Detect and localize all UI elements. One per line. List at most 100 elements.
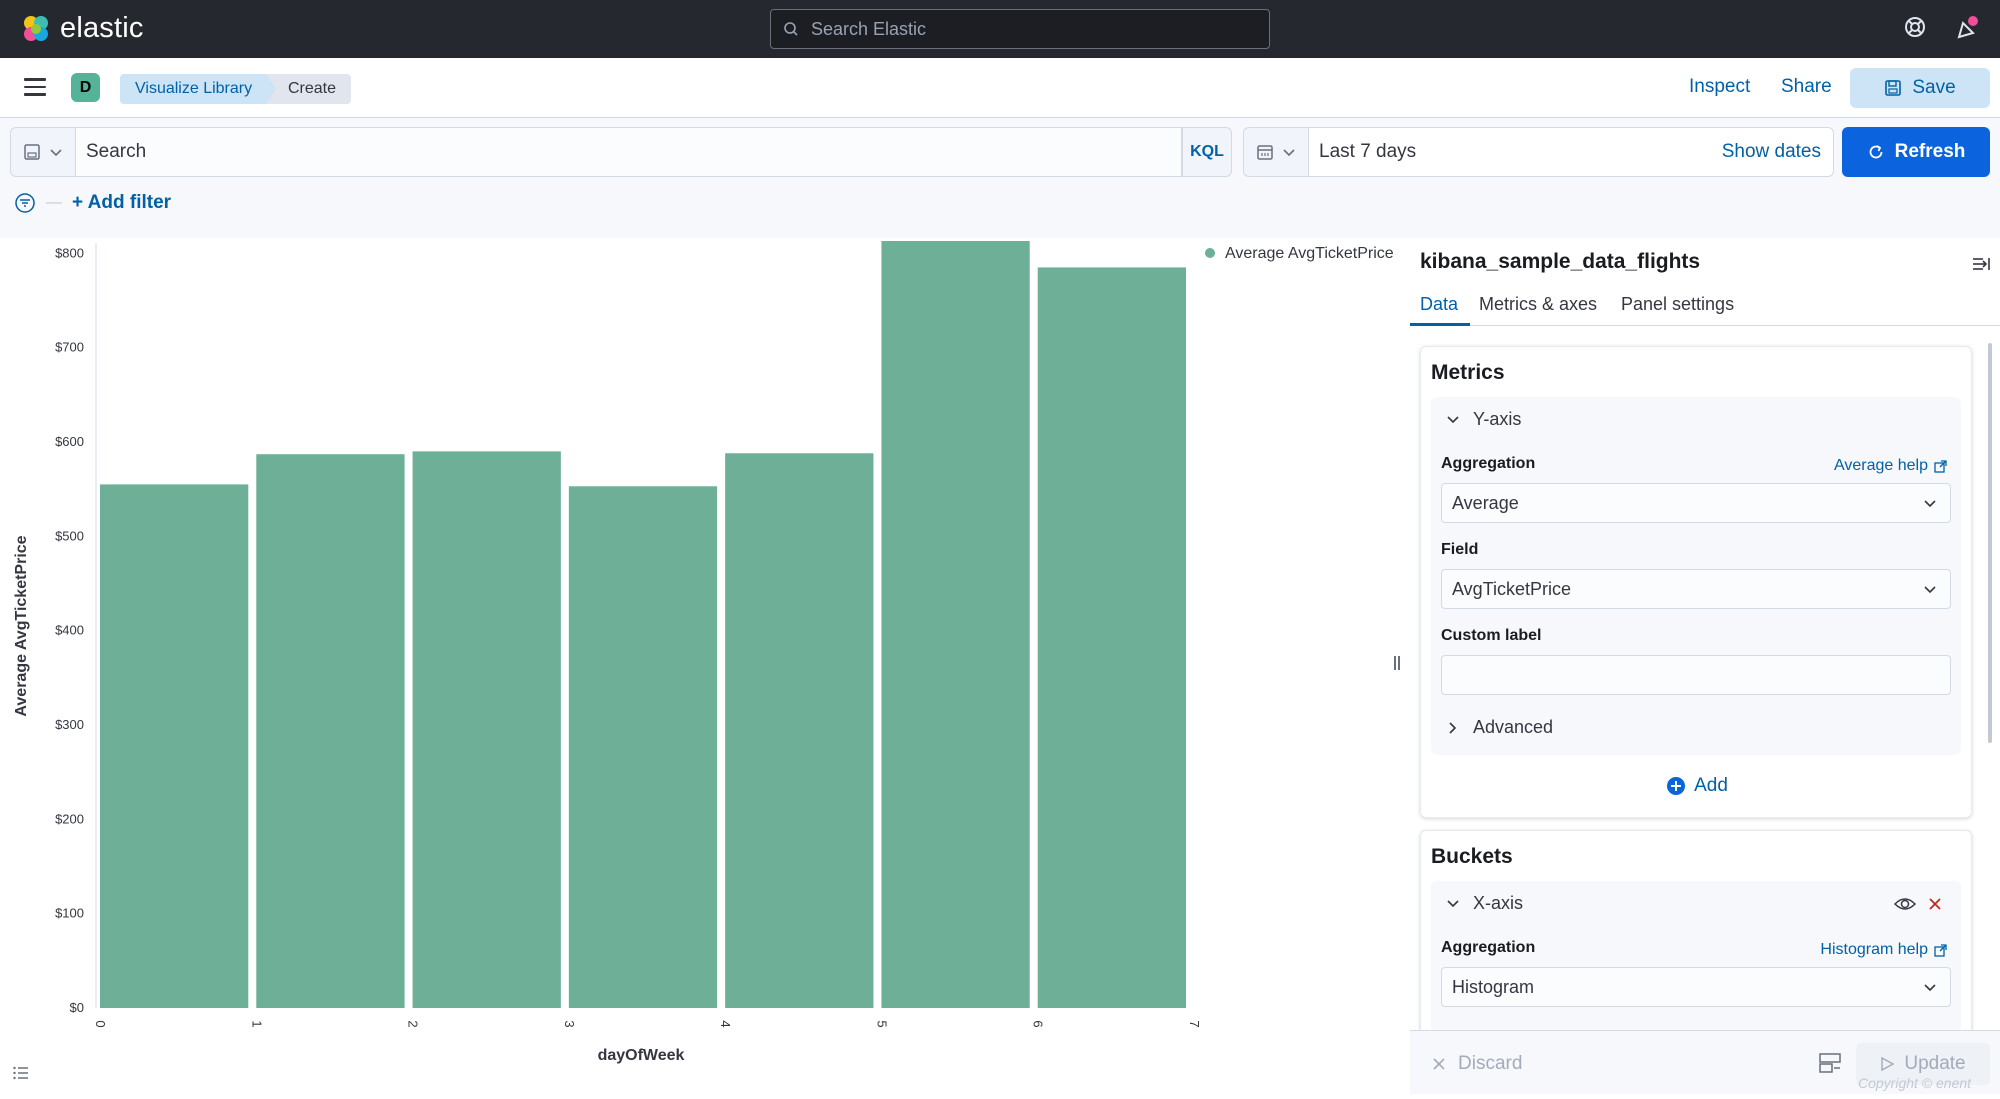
index-pattern-title: kibana_sample_data_flights (1420, 250, 1701, 273)
inspect-link[interactable]: Inspect (1689, 76, 1751, 97)
metrics-panel: Metrics Y-axis Aggregation Average help … (1420, 346, 1972, 818)
y-tick-label: $800 (55, 245, 84, 260)
sidebar-scrollbar[interactable] (1988, 343, 1992, 743)
external-link-icon (1934, 459, 1947, 473)
sidebar-footer: Discard Update Copyright © enent (1410, 1030, 2000, 1094)
breadcrumb-create: Create (266, 74, 352, 104)
add-label: Add (1694, 775, 1728, 796)
buckets-panel: Buckets X-axis Aggregation Histogram hel… (1420, 830, 1972, 1061)
refresh-button[interactable]: Refresh (1842, 127, 1990, 177)
space-avatar[interactable]: D (71, 73, 100, 102)
x-tick-label: 2 (406, 1020, 421, 1027)
update-label: Update (1904, 1053, 1966, 1074)
y-axis-toggle[interactable]: Y-axis (1445, 409, 1521, 430)
header-nav: D Visualize Library Create Inspect Share… (0, 58, 2000, 118)
average-help-link[interactable]: Average help (1834, 457, 1947, 475)
plus-circle-icon (1667, 777, 1686, 795)
metrics-title: Metrics (1431, 361, 1505, 384)
bar (100, 484, 249, 1008)
calendar-icon (1257, 145, 1273, 160)
legend-swatch (1205, 248, 1215, 258)
brand-name: elastic (60, 12, 144, 44)
y-tick-label: $700 (55, 340, 84, 355)
breadcrumb-visualize-library[interactable]: Visualize Library (120, 74, 278, 104)
menu-icon[interactable] (24, 78, 46, 101)
field-select[interactable]: AvgTicketPrice (1441, 569, 1951, 609)
advanced-toggle[interactable]: Advanced (1445, 717, 1553, 738)
y-axis-agg: Y-axis Aggregation Average help Average … (1431, 397, 1961, 755)
resize-handle[interactable] (1394, 656, 1400, 670)
search-icon (784, 22, 798, 36)
eye-icon[interactable] (1894, 895, 1916, 913)
help-icon[interactable] (1903, 15, 1927, 39)
filter-row: — + Add filter (14, 192, 171, 214)
save-button[interactable]: Save (1850, 68, 1990, 108)
saved-query-button[interactable] (10, 127, 76, 177)
x-axis-agg: X-axis Aggregation Histogram help Histog… (1431, 881, 1961, 1061)
update-button[interactable]: Update (1856, 1043, 1990, 1085)
bucket-aggregation-value: Histogram (1452, 976, 1535, 997)
chevron-down-icon (50, 149, 62, 157)
average-help-label: Average help (1834, 457, 1928, 474)
editor-tabs: Data Metrics & axes Panel settings (1410, 286, 2000, 326)
y-tick-label: $200 (55, 811, 84, 826)
newsfeed-icon[interactable] (1953, 15, 1981, 43)
share-link[interactable]: Share (1781, 76, 1832, 97)
collapse-sidebar-icon[interactable] (1971, 254, 1991, 274)
query-search-input[interactable]: Search (76, 127, 1182, 177)
date-quick-menu-button[interactable] (1243, 127, 1309, 177)
discard-button[interactable]: Discard (1432, 1053, 1522, 1075)
legend-label: Average AvgTicketPrice (1225, 245, 1394, 262)
kql-toggle-button[interactable]: KQL (1182, 127, 1232, 177)
tab-metrics-axes[interactable]: Metrics & axes (1479, 294, 1598, 314)
x-axis-label: X-axis (1473, 893, 1524, 913)
show-dates-link[interactable]: Show dates (1721, 141, 1821, 162)
x-tick-label: 5 (874, 1020, 889, 1027)
save-icon (1885, 80, 1902, 96)
bucket-aggregation-select[interactable]: Histogram (1441, 967, 1951, 1007)
bar (412, 451, 561, 1008)
y-tick-label: $300 (55, 717, 84, 732)
date-range-picker[interactable]: Last 7 days Show dates (1309, 127, 1834, 177)
close-icon (1433, 1058, 1445, 1070)
custom-label-label: Custom label (1441, 627, 1542, 644)
elastic-logo-icon (24, 15, 48, 41)
x-axis-title: dayOfWeek (598, 1047, 685, 1064)
bar (1037, 267, 1186, 1008)
time-range-label: Last 7 days (1319, 141, 1417, 162)
external-link-icon (1934, 943, 1947, 957)
elastic-logo[interactable]: elastic (20, 12, 144, 45)
bucket-aggregation-label: Aggregation (1441, 939, 1536, 956)
aggregation-select[interactable]: Average (1441, 483, 1951, 523)
global-search-input[interactable]: Search Elastic (770, 9, 1270, 49)
discard-label: Discard (1458, 1053, 1523, 1074)
y-axis-title: Average AvgTicketPrice (13, 535, 30, 716)
x-tick-label: 3 (562, 1020, 577, 1027)
histogram-help-link[interactable]: Histogram help (1820, 941, 1947, 959)
field-label: Field (1441, 541, 1479, 558)
save-icon (24, 144, 40, 160)
close-icon[interactable] (1927, 896, 1943, 912)
histogram-help-label: Histogram help (1820, 941, 1928, 958)
y-tick-label: $100 (55, 906, 84, 921)
legend-toggle-icon[interactable] (12, 1064, 30, 1082)
add-metric-button[interactable]: Add (1421, 775, 1973, 797)
editor-sidebar: kibana_sample_data_flights Data Metrics … (1410, 238, 2000, 1094)
y-axis-label: Y-axis (1473, 409, 1522, 429)
active-tab-indicator (1410, 323, 1470, 326)
play-icon (1881, 1057, 1895, 1071)
query-bar: Search KQL Last 7 days Show dates Refres… (0, 118, 2000, 238)
chevron-down-icon (1283, 149, 1295, 157)
filter-icon[interactable] (14, 192, 36, 214)
custom-label-input[interactable] (1441, 655, 1951, 695)
buckets-title: Buckets (1431, 845, 1513, 868)
x-tick-label: 7 (1187, 1020, 1202, 1027)
refresh-label: Refresh (1894, 141, 1966, 162)
bar (568, 486, 718, 1008)
auto-apply-icon[interactable] (1818, 1051, 1842, 1075)
tab-panel-settings[interactable]: Panel settings (1621, 294, 1735, 314)
filter-divider: — (46, 194, 62, 211)
x-axis-toggle[interactable]: X-axis (1445, 893, 1523, 914)
tab-data[interactable]: Data (1420, 294, 1459, 314)
add-filter-button[interactable]: + Add filter (72, 192, 172, 213)
